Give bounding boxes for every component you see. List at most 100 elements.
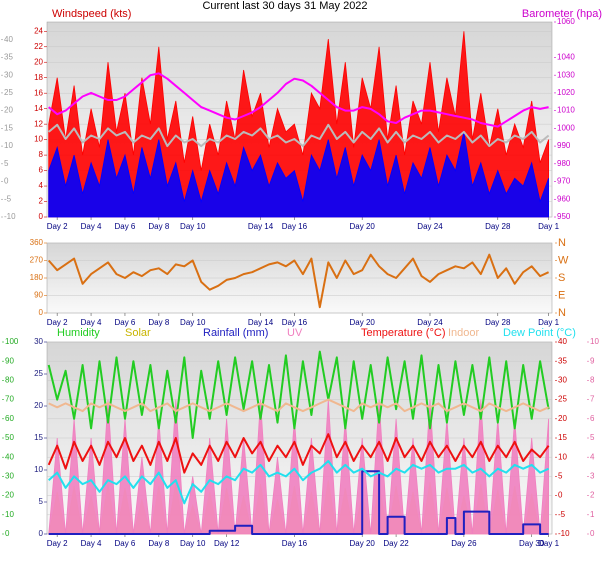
x-tick-label: Day 10: [180, 222, 206, 231]
y2-tick-label: 950: [557, 212, 571, 221]
y3-tick-label: 5: [39, 497, 44, 506]
y2-tick-label: 20: [558, 414, 567, 423]
y2-tick-label: W: [558, 254, 569, 266]
x-tick-label: Day 20: [350, 539, 376, 548]
y2-tick-label: 15: [558, 433, 567, 442]
series-line: [48, 460, 550, 505]
y-tick-label: 50: [5, 433, 14, 442]
y2-tick-label: 980: [557, 159, 571, 168]
y-tick-label: 16: [34, 88, 43, 97]
x-tick-label: Day 1: [538, 539, 559, 548]
y3-tick-label: 35: [4, 53, 13, 62]
y-tick-label: 4: [39, 181, 44, 190]
y4-tick-label: 10: [590, 337, 599, 346]
y3-tick-label: 25: [4, 88, 13, 97]
y2-tick-label: -5: [558, 510, 566, 519]
x-tick-label: Day 4: [81, 318, 102, 327]
y-tick-label: 8: [39, 150, 44, 159]
y4-tick-label: 9: [590, 356, 595, 365]
x-tick-label: Day 16: [282, 222, 308, 231]
series-area: [48, 399, 549, 535]
y2-tick-label: 1020: [557, 88, 575, 97]
y2-tick-label: 0: [558, 491, 563, 500]
y4-tick-label: 5: [590, 433, 595, 442]
y2-tick-label: 35: [558, 356, 567, 365]
y2-tick-label: -10: [558, 529, 570, 538]
y-tick-label: 100: [5, 337, 19, 346]
series-line: [48, 123, 550, 148]
x-tick-label: Day 28: [485, 222, 511, 231]
y2-tick-label: E: [558, 289, 565, 301]
x-tick-label: Day 2: [47, 539, 68, 548]
y-tick-label: 22: [34, 42, 43, 51]
y-tick-label: 90: [34, 291, 43, 300]
y4-tick-label: 6: [590, 414, 595, 423]
y-tick-label: 18: [34, 73, 43, 82]
y-tick-label: 14: [34, 104, 43, 113]
x-tick-label: Day 1: [538, 222, 559, 231]
x-tick-label: Day 1: [538, 318, 559, 327]
x-tick-label: Day 6: [114, 318, 135, 327]
y2-tick-label: 960: [557, 194, 571, 203]
y-tick-label: 360: [30, 238, 44, 247]
y-tick-label: 270: [30, 256, 44, 265]
legend-entry: Humidity: [57, 327, 100, 339]
y-tick-label: 0: [5, 529, 10, 538]
x-tick-label: Day 14: [248, 222, 274, 231]
y-tick-label: 10: [5, 510, 14, 519]
x-tick-label: Day 8: [148, 539, 169, 548]
y3-tick-label: 30: [34, 337, 43, 346]
x-tick-label: Day 16: [282, 318, 308, 327]
x-tick-label: Day 14: [248, 318, 274, 327]
y-tick-label: 0: [39, 308, 44, 317]
x-tick-label: Day 30: [519, 539, 545, 548]
y-tick-label: 24: [34, 26, 43, 35]
y3-tick-label: 40: [4, 35, 13, 44]
legend-entry: Dew Point (°C): [503, 327, 576, 339]
x-tick-label: Day 12: [214, 539, 240, 548]
y2-axis-label: Barometer (hpa): [522, 8, 602, 20]
series-line: [47, 253, 550, 309]
x-tick-label: Day 2: [47, 222, 68, 231]
y3-tick-label: 15: [34, 433, 43, 442]
y3-tick-label: -10: [4, 212, 16, 221]
y2-tick-label: 990: [557, 141, 571, 150]
y3-tick-label: 0: [39, 529, 44, 538]
y-tick-label: 30: [5, 472, 14, 481]
x-tick-label: Day 2: [47, 318, 68, 327]
y3-tick-label: 20: [4, 106, 13, 115]
legend-entry: Solar: [125, 327, 151, 339]
x-tick-label: Day 6: [114, 539, 135, 548]
y4-tick-label: 4: [590, 452, 595, 461]
series-line: [48, 72, 549, 128]
x-tick-label: Day 20: [350, 222, 376, 231]
x-tick-label: Day 22: [383, 539, 409, 548]
y4-tick-label: 3: [590, 472, 595, 481]
y2-tick-label: 40: [558, 337, 567, 346]
y2-tick-label: 5: [558, 472, 563, 481]
x-tick-label: Day 10: [180, 318, 206, 327]
y-tick-label: 10: [34, 135, 43, 144]
x-tick-label: Day 8: [148, 222, 169, 231]
y-tick-label: 90: [5, 356, 14, 365]
legend-entry: UV: [287, 327, 303, 339]
y3-tick-label: 20: [34, 401, 43, 410]
y2-tick-label: 1000: [557, 123, 575, 132]
x-tick-label: Day 20: [350, 318, 376, 327]
x-tick-label: Day 8: [148, 318, 169, 327]
y-tick-label: 0: [39, 212, 44, 221]
series-line: [47, 433, 550, 474]
y4-tick-label: 7: [590, 395, 595, 404]
y-axis-label: Windspeed (kts): [52, 8, 131, 20]
y3-tick-label: 10: [4, 141, 13, 150]
x-tick-label: Day 4: [81, 539, 102, 548]
y3-tick-label: 0: [4, 177, 9, 186]
x-tick-label: Day 16: [282, 539, 308, 548]
y3-tick-label: 30: [4, 70, 13, 79]
legend-entry: Indoor: [448, 327, 480, 339]
y3-tick-label: 10: [34, 465, 43, 474]
y2-tick-label: 25: [558, 395, 567, 404]
y3-tick-label: -5: [4, 194, 12, 203]
y3-tick-label: 15: [4, 123, 13, 132]
y2-tick-label: 1060: [557, 17, 575, 26]
